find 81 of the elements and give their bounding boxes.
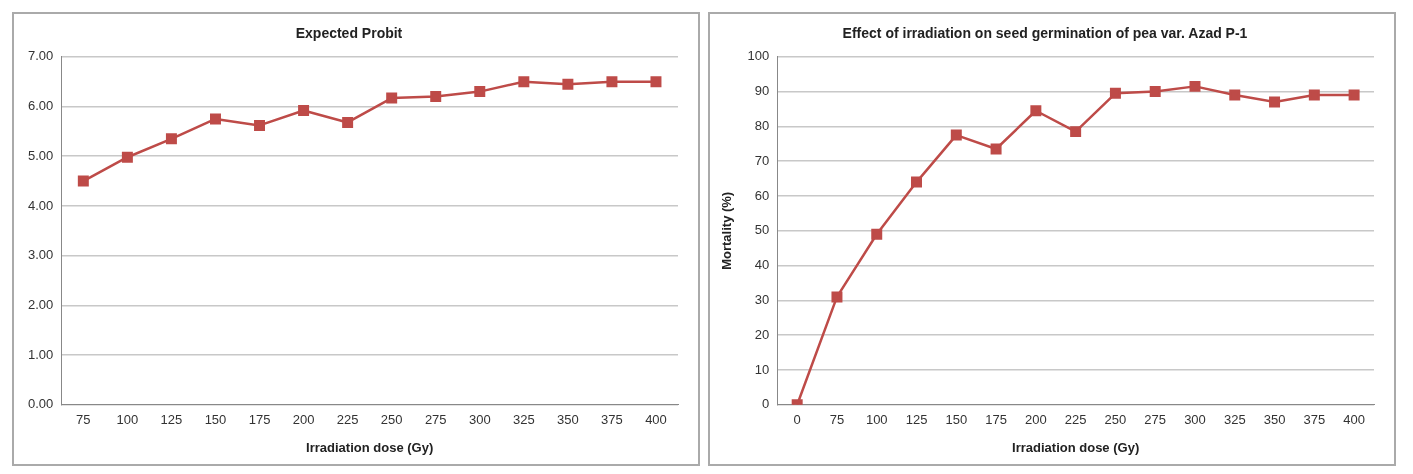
x-tick-label: 75 — [76, 412, 91, 428]
point — [298, 105, 310, 116]
y-tick-label: 90 — [754, 83, 770, 99]
point — [518, 76, 530, 88]
point — [77, 175, 89, 187]
x-tick-label: 100 — [116, 412, 139, 428]
x-tick-label: 125 — [160, 412, 183, 428]
point — [950, 129, 962, 141]
y-tick-label: 3.00 — [27, 247, 54, 263]
x-tick-label: 0 — [793, 412, 801, 428]
x-tick-label: 75 — [829, 412, 845, 428]
point — [562, 78, 574, 90]
point — [606, 76, 618, 88]
point — [1229, 89, 1241, 101]
chart-title: Expected Probit — [295, 25, 403, 42]
y-tick-label: 1.00 — [27, 346, 54, 362]
y-tick-label: 50 — [754, 222, 770, 238]
x-tick-label: 150 — [204, 412, 227, 428]
x-tick-label: 175 — [248, 412, 271, 428]
y-tick-label: 10 — [754, 361, 770, 377]
point — [990, 143, 1002, 155]
x-tick-label: 300 — [468, 412, 491, 428]
point — [911, 176, 923, 188]
y-tick-label: 0.00 — [27, 396, 54, 412]
x-tick-label: 225 — [336, 412, 359, 428]
x-tick-label: 200 — [292, 412, 315, 428]
point — [386, 92, 398, 104]
x-tick-label: 125 — [905, 412, 928, 428]
point — [430, 91, 442, 103]
point — [1348, 89, 1360, 101]
point — [1269, 96, 1281, 108]
x-tick-label: 100 — [865, 412, 888, 428]
x-tick-label: 275 — [1144, 412, 1167, 428]
point — [121, 151, 133, 163]
x-tick-label: 375 — [601, 412, 623, 428]
x-tick-label: 325 — [1223, 412, 1246, 428]
point — [1308, 89, 1320, 101]
y-tick-label: 6.00 — [27, 98, 54, 114]
point — [474, 86, 486, 98]
x-tick-label: 350 — [557, 412, 579, 428]
x-tick-label: 400 — [645, 412, 667, 428]
y-tick-label: 20 — [754, 326, 770, 342]
point — [1030, 105, 1042, 117]
point — [1070, 126, 1082, 138]
point — [209, 113, 221, 125]
point — [165, 133, 177, 145]
y-tick-label: 7.00 — [27, 48, 54, 64]
x-tick-label: 300 — [1184, 412, 1206, 428]
x-tick-label: 350 — [1263, 412, 1286, 428]
x-tick-label: 275 — [424, 412, 447, 428]
y-tick-label: 30 — [754, 291, 770, 307]
point — [831, 291, 843, 303]
x-axis-title: Irradiation dose (Gy) — [306, 439, 434, 455]
chart-title: Effect of irradiation on seed germination of pea var. Azad P-1 — [842, 25, 1248, 42]
y-tick-label: 100 — [747, 48, 770, 64]
x-tick-label: 250 — [380, 412, 403, 428]
y-tick-label: 70 — [754, 152, 770, 168]
x-tick-label: 175 — [985, 412, 1007, 428]
y-tick-label: 40 — [754, 257, 770, 273]
y-tick-label: 60 — [754, 187, 770, 203]
y-tick-label: 4.00 — [27, 197, 54, 213]
point — [871, 228, 883, 240]
point — [1189, 80, 1201, 92]
point — [1149, 86, 1161, 98]
y-tick-label: 80 — [754, 117, 770, 133]
point — [1109, 87, 1121, 99]
point — [342, 116, 354, 128]
x-tick-label: 250 — [1104, 412, 1127, 428]
x-tick-label: 150 — [945, 412, 968, 428]
x-axis-title: Irradiation dose (Gy) — [1012, 439, 1140, 455]
point — [650, 76, 662, 88]
y-tick-label: 2.00 — [27, 296, 54, 312]
x-tick-label: 325 — [512, 412, 535, 428]
x-tick-label: 400 — [1343, 412, 1365, 428]
y-axis-title: Mortality (%) — [719, 191, 735, 270]
point — [254, 119, 266, 131]
x-tick-label: 200 — [1025, 412, 1047, 428]
x-tick-label: 225 — [1064, 412, 1087, 428]
y-tick-label: 0 — [762, 396, 770, 412]
x-tick-label: 375 — [1303, 412, 1326, 428]
y-tick-label: 5.00 — [27, 147, 54, 163]
